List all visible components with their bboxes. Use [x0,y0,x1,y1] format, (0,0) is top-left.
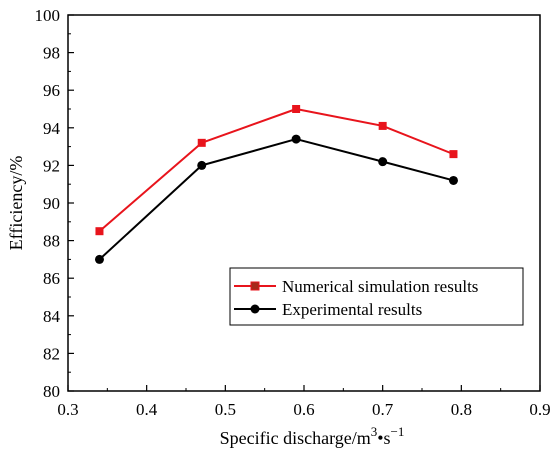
y-tick-label: 82 [43,344,60,363]
data-point-experimental [197,160,207,170]
series-line-numerical [98,108,454,232]
series-line-experimental [98,138,454,261]
x-axis-title-sup-2: −1 [391,424,405,439]
data-point-numerical [197,138,206,147]
x-axis-title-sup-1: 3 [371,424,378,439]
data-point-experimental [448,175,458,185]
x-tick-label: 0.7 [372,400,394,419]
x-axis: 0.3 0.4 0.5 0.6 0.7 0.8 0.9 [57,385,550,419]
y-tick-label: 80 [43,382,60,401]
x-axis-title-mid: •s [377,428,390,448]
y-tick-label: 86 [43,269,60,288]
x-tick-label: 0.9 [529,400,550,419]
x-tick-label: 0.8 [451,400,472,419]
y-tick-label: 96 [43,81,60,100]
data-point-experimental [94,254,104,264]
data-point-numerical [95,227,104,236]
data-point-experimental [378,157,388,167]
legend-swatch-marker-numerical [250,281,260,291]
x-tick-label: 0.3 [57,400,78,419]
y-tick-label: 100 [35,6,61,25]
legend-label-numerical: Numerical simulation results [282,277,478,296]
x-axis-title-main: Specific discharge/m [220,428,371,448]
data-point-numerical [449,150,458,159]
y-tick-label: 92 [43,156,60,175]
y-axis: 80 82 84 86 88 90 92 94 96 98 100 [35,6,74,401]
x-tick-label: 0.6 [293,400,314,419]
series-layer [94,105,458,264]
plot-frame [67,14,541,392]
data-point-experimental [291,134,301,144]
y-tick-label: 98 [43,44,60,63]
data-point-numerical [292,105,301,113]
x-tick-label: 0.4 [136,400,158,419]
data-point-numerical [378,121,387,130]
x-axis-title: Specific discharge/m3•s−1 [220,424,405,448]
x-tick-label: 0.5 [215,400,236,419]
y-tick-label: 90 [43,194,60,213]
y-tick-label: 84 [43,307,61,326]
y-tick-label: 88 [43,232,60,251]
legend: Numerical simulation results Experimenta… [229,267,524,326]
legend-label-experimental: Experimental results [282,300,422,319]
legend-box [229,267,524,326]
y-axis-title: Efficiency/% [6,156,26,251]
legend-swatch-marker-experimental [250,304,260,314]
y-tick-label: 94 [43,119,61,138]
